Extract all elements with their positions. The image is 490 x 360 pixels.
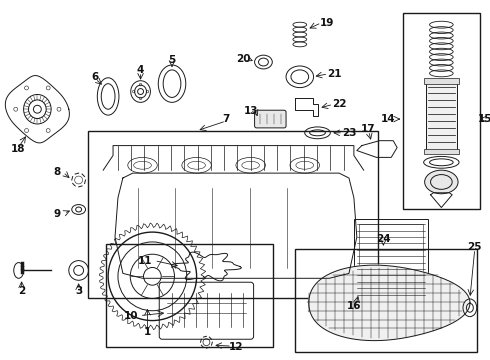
Text: 16: 16	[346, 301, 361, 311]
Text: 1: 1	[144, 327, 151, 337]
Text: 2: 2	[18, 286, 25, 296]
Polygon shape	[309, 265, 470, 341]
Text: 11: 11	[138, 256, 153, 266]
Text: 25: 25	[467, 242, 482, 252]
Text: 5: 5	[169, 55, 175, 65]
Text: 10: 10	[123, 311, 138, 321]
Text: 7: 7	[222, 114, 230, 124]
Text: 4: 4	[137, 65, 144, 75]
FancyBboxPatch shape	[255, 110, 286, 128]
Text: 14: 14	[381, 114, 395, 124]
Text: 17: 17	[361, 124, 376, 134]
Bar	[89, 131, 378, 298]
Text: 19: 19	[320, 18, 335, 28]
Text: 20: 20	[237, 54, 251, 64]
Text: 15: 15	[477, 114, 490, 124]
Text: 24: 24	[376, 234, 391, 244]
Text: 6: 6	[92, 72, 99, 82]
Text: 8: 8	[53, 167, 61, 177]
Text: 23: 23	[342, 128, 356, 138]
Text: 21: 21	[327, 69, 342, 79]
Text: 22: 22	[332, 99, 346, 109]
Bar	[106, 244, 273, 347]
Bar	[359, 224, 423, 293]
Bar	[424, 149, 459, 154]
Text: 3: 3	[75, 286, 82, 296]
Bar	[424, 78, 459, 84]
Text: 9: 9	[53, 210, 61, 219]
Bar	[426, 82, 457, 150]
Text: 13: 13	[244, 106, 258, 116]
Bar	[295, 249, 477, 352]
Text: 12: 12	[229, 342, 243, 352]
Bar	[403, 13, 480, 210]
Text: 18: 18	[10, 144, 25, 154]
Ellipse shape	[425, 170, 458, 194]
Bar	[354, 219, 428, 298]
